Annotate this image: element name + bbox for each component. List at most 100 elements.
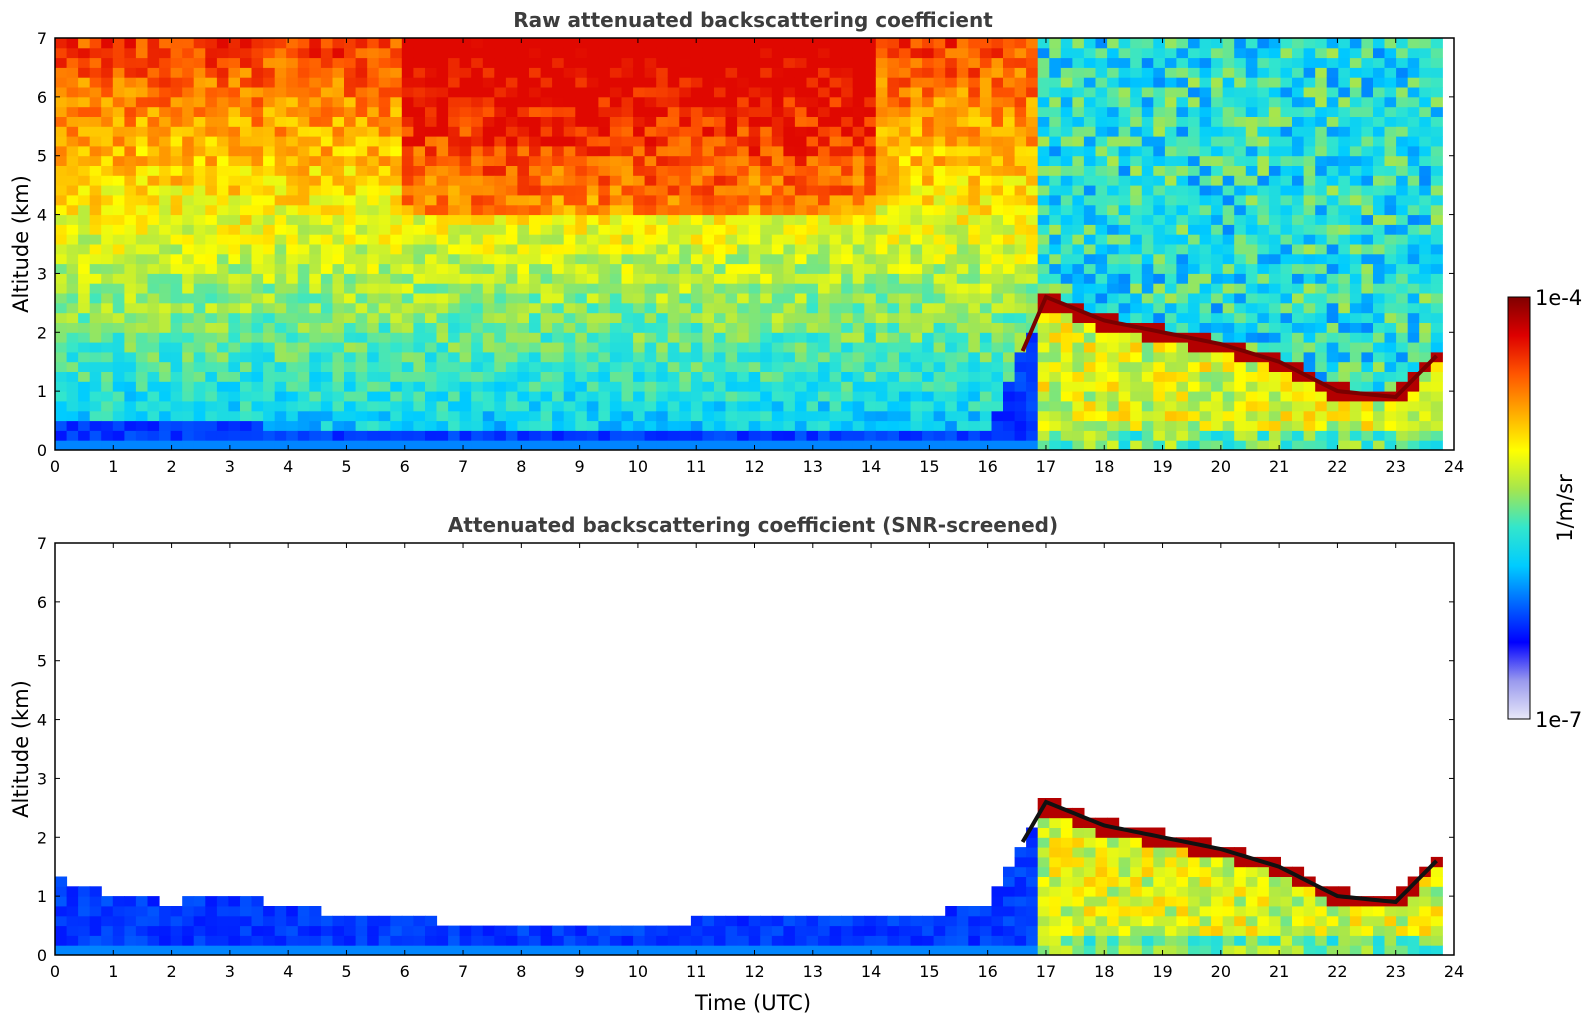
heatmap-cell	[818, 244, 831, 255]
heatmap-cell	[216, 332, 229, 343]
heatmap-cell	[794, 195, 807, 206]
heatmap-cell	[794, 57, 807, 68]
heatmap-cell	[760, 126, 773, 137]
heatmap-cell	[240, 126, 253, 137]
heatmap-cell	[182, 351, 195, 363]
heatmap-cell	[1026, 185, 1039, 196]
heatmap-cell	[494, 410, 507, 422]
heatmap-cell	[702, 77, 715, 88]
heatmap-cell	[1130, 263, 1143, 274]
heatmap-cell	[170, 185, 183, 196]
heatmap-cell	[1118, 204, 1131, 216]
heatmap-cell	[529, 381, 542, 392]
heatmap-cell	[748, 420, 761, 431]
heatmap-cell	[1164, 342, 1177, 353]
heatmap-cell	[783, 175, 796, 186]
heatmap-cell	[806, 96, 819, 108]
heatmap-cell	[586, 371, 599, 382]
heatmap-cell	[633, 244, 646, 255]
heatmap-cell	[240, 302, 253, 314]
heatmap-cell	[482, 175, 495, 186]
heatmap-cell	[494, 175, 507, 186]
heatmap-cell	[193, 57, 206, 68]
heatmap-cell	[367, 67, 380, 78]
heatmap-cell	[1268, 283, 1281, 294]
heatmap-cell	[193, 47, 206, 59]
heatmap-cell	[1268, 67, 1281, 78]
heatmap-cell	[193, 401, 206, 412]
heatmap-cell	[829, 253, 842, 265]
heatmap-cell	[1141, 293, 1154, 304]
heatmap-cell	[159, 381, 172, 392]
heatmap-cell	[263, 244, 276, 255]
heatmap-cell	[1396, 47, 1409, 59]
heatmap-cell	[367, 283, 380, 294]
heatmap-cell	[899, 165, 912, 176]
heatmap-cell	[852, 185, 865, 196]
heatmap-cell	[147, 136, 160, 147]
heatmap-cell	[1176, 195, 1189, 206]
heatmap-cell	[1211, 273, 1224, 284]
heatmap-cell	[459, 283, 472, 294]
heatmap-cell	[216, 361, 229, 372]
heatmap-cell	[425, 136, 438, 147]
heatmap-cell	[1245, 77, 1258, 88]
heatmap-cell	[193, 204, 206, 216]
heatmap-cell	[1037, 224, 1050, 235]
heatmap-cell	[240, 361, 253, 372]
heatmap-cell	[598, 244, 611, 255]
heatmap-cell	[1280, 77, 1293, 88]
heatmap-cell	[228, 214, 241, 225]
heatmap-cell	[505, 145, 518, 157]
heatmap-cell	[471, 224, 484, 235]
heatmap-cell	[1268, 116, 1281, 127]
heatmap-cell	[1003, 106, 1016, 117]
heatmap-cell	[968, 361, 981, 372]
heatmap-cell	[956, 214, 969, 225]
heatmap-cell	[332, 410, 345, 422]
heatmap-cell	[413, 155, 426, 166]
heatmap-cell	[1257, 322, 1270, 333]
heatmap-cell	[1118, 185, 1131, 196]
heatmap-cell	[240, 234, 253, 245]
heatmap-cell	[1049, 381, 1062, 392]
heatmap-cell	[829, 155, 842, 166]
heatmap-cell	[956, 361, 969, 372]
heatmap-cell	[702, 293, 715, 304]
heatmap-cell	[922, 244, 935, 255]
heatmap-cell	[1037, 440, 1050, 451]
heatmap-cell	[1407, 155, 1420, 166]
heatmap-cell	[1118, 410, 1131, 422]
heatmap-cell	[852, 224, 865, 235]
heatmap-cell	[1234, 263, 1247, 274]
heatmap-cell	[783, 332, 796, 343]
heatmap-cell	[436, 302, 449, 314]
heatmap-cell	[1164, 38, 1177, 49]
heatmap-cell	[505, 263, 518, 274]
heatmap-cell	[933, 361, 946, 372]
heatmap-cell	[667, 430, 680, 441]
heatmap-cell	[1349, 440, 1362, 451]
heatmap-cell	[436, 96, 449, 108]
heatmap-cell	[1292, 244, 1305, 255]
heatmap-cell	[413, 263, 426, 274]
heatmap-cell	[1315, 283, 1328, 294]
heatmap-cell	[471, 253, 484, 265]
heatmap-cell	[89, 361, 102, 372]
heatmap-cell	[401, 126, 414, 137]
heatmap-cell	[344, 234, 357, 245]
heatmap-cell	[1396, 371, 1409, 382]
heatmap-cell	[852, 116, 865, 127]
heatmap-cell	[783, 155, 796, 166]
heatmap-cell	[1060, 410, 1073, 422]
heatmap-cell	[332, 253, 345, 265]
heatmap-cell	[309, 371, 322, 382]
heatmap-cell	[1268, 273, 1281, 284]
heatmap-cell	[89, 381, 102, 392]
heatmap-cell	[251, 67, 264, 78]
heatmap-cell	[135, 38, 148, 49]
heatmap-cell	[899, 77, 912, 88]
heatmap-cell	[1107, 293, 1120, 304]
heatmap-cell	[1292, 106, 1305, 117]
heatmap-cell	[482, 401, 495, 412]
